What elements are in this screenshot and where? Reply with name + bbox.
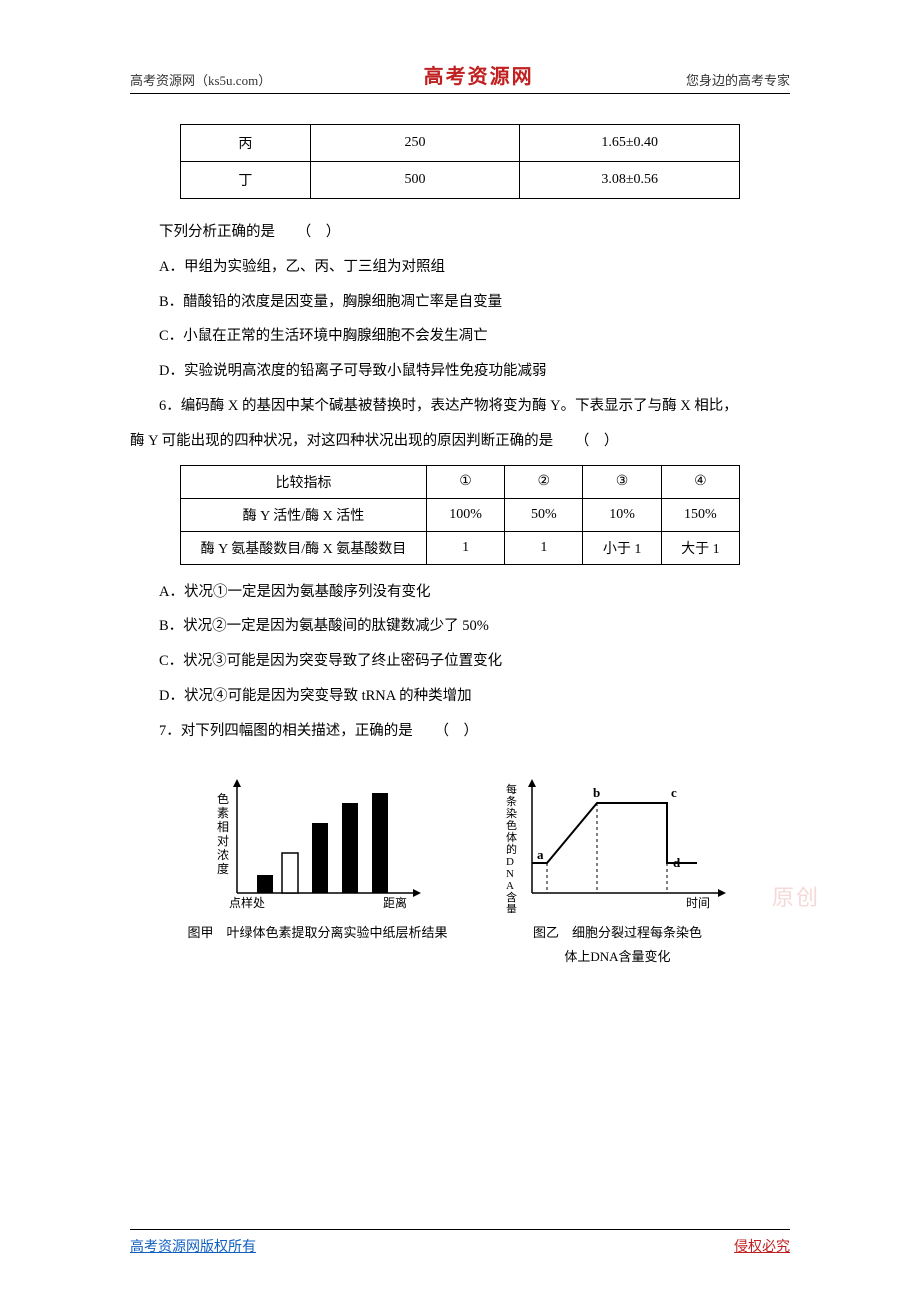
figures-row: 色素相对浓度点样处距离 图甲 叶绿体色素提取分离实验中纸层析结果 abcd每条染… xyxy=(130,773,790,966)
q6-opt-b: B．状况②一定是因为氨基酸间的肽键数减少了 50% xyxy=(130,609,790,644)
svg-text:色: 色 xyxy=(506,818,517,832)
fig2-caption-2: 体上DNA含量变化 xyxy=(502,948,732,966)
footer-left: 高考资源网版权所有 xyxy=(130,1236,256,1256)
svg-text:时间: 时间 xyxy=(686,896,710,910)
body-text-2: A．状况①一定是因为氨基酸序列没有变化 B．状况②一定是因为氨基酸间的肽键数减少… xyxy=(130,575,790,749)
svg-text:素: 素 xyxy=(217,806,229,820)
q6-opt-d: D．状况④可能是因为突变导致 tRNA 的种类增加 xyxy=(130,679,790,714)
svg-text:含: 含 xyxy=(506,890,517,904)
cell: 酶 Y 活性/酶 X 活性 xyxy=(181,498,427,531)
cell: 1 xyxy=(426,531,504,564)
figure-1: 色素相对浓度点样处 距离 图甲 叶绿体色素提取分离实验中纸层析结果 xyxy=(187,773,447,966)
page-header: 高考资源网（ks5u.com） 高考资源网 您身边的高考专家 xyxy=(130,60,790,94)
table-row: 丙 250 1.65±0.40 xyxy=(181,125,740,162)
svg-text:每: 每 xyxy=(506,782,517,796)
cell: 100% xyxy=(426,498,504,531)
svg-text:条: 条 xyxy=(506,794,517,808)
svg-text:点样处: 点样处 xyxy=(229,895,265,910)
bar-chart-icon: 色素相对浓度点样处 距离 xyxy=(207,773,427,913)
q6-stem-1: 6．编码酶 X 的基因中某个碱基被替换时，表达产物将变为酶 Y。下表显示了与酶 … xyxy=(130,389,790,424)
table-q5-partial: 丙 250 1.65±0.40 丁 500 3.08±0.56 xyxy=(180,124,740,199)
svg-text:b: b xyxy=(593,785,600,800)
cell: 3.08±0.56 xyxy=(520,162,740,199)
cell: 150% xyxy=(661,498,739,531)
svg-text:度: 度 xyxy=(217,861,229,876)
svg-text:D: D xyxy=(506,856,514,868)
q5-opt-b: B．醋酸铅的浓度是因变量，胸腺细胞凋亡率是自变量 xyxy=(130,285,790,320)
watermark: 原创 xyxy=(772,880,820,912)
header-right: 您身边的高考专家 xyxy=(686,70,790,89)
svg-text:染: 染 xyxy=(506,806,517,820)
cell: 丁 xyxy=(181,162,311,199)
svg-text:对: 对 xyxy=(217,834,229,848)
header-center: 高考资源网 xyxy=(424,60,534,89)
page-footer: 高考资源网版权所有 侵权必究 xyxy=(130,1229,790,1256)
svg-text:的: 的 xyxy=(506,842,517,856)
svg-text:浓: 浓 xyxy=(217,848,229,862)
cell: 小于 1 xyxy=(583,531,661,564)
q5-opt-a: A．甲组为实验组，乙、丙、丁三组为对照组 xyxy=(130,250,790,285)
table-row: 比较指标 ① ② ③ ④ xyxy=(181,465,740,498)
cell: ② xyxy=(505,465,583,498)
fig2-caption-1: 图乙 细胞分裂过程每条染色 xyxy=(502,924,732,942)
svg-text:a: a xyxy=(537,847,544,862)
cell: 酶 Y 氨基酸数目/酶 X 氨基酸数目 xyxy=(181,531,427,564)
cell: ① xyxy=(426,465,504,498)
cell: 1.65±0.40 xyxy=(520,125,740,162)
body-text: 下列分析正确的是 （ ） A．甲组为实验组，乙、丙、丁三组为对照组 B．醋酸铅的… xyxy=(130,215,790,459)
cell: ③ xyxy=(583,465,661,498)
cell: 50% xyxy=(505,498,583,531)
q6-stem-2: 酶 Y 可能出现的四种状况，对这四种状况出现的原因判断正确的是 （ ） xyxy=(130,424,790,459)
cell: ④ xyxy=(661,465,739,498)
svg-text:色: 色 xyxy=(217,792,229,806)
cell: 大于 1 xyxy=(661,531,739,564)
cell: 10% xyxy=(583,498,661,531)
cell: 丙 xyxy=(181,125,311,162)
header-left: 高考资源网（ks5u.com） xyxy=(130,70,271,89)
line-chart-icon: a b c d 每条染色体的DNA含量 时间 xyxy=(502,773,732,913)
table-row: 丁 500 3.08±0.56 xyxy=(181,162,740,199)
q6-opt-a: A．状况①一定是因为氨基酸序列没有变化 xyxy=(130,575,790,610)
q5-opt-c: C．小鼠在正常的生活环境中胸腺细胞不会发生凋亡 xyxy=(130,319,790,354)
cell: 比较指标 xyxy=(181,465,427,498)
figure-2: a b c d 每条染色体的DNA含量 时间 图乙 细胞分裂过程每条染色 体上DNA含量变… xyxy=(502,773,732,966)
q5-lead: 下列分析正确的是 （ ） xyxy=(130,215,790,250)
cell: 1 xyxy=(505,531,583,564)
cell: 250 xyxy=(310,125,520,162)
footer-right: 侵权必究 xyxy=(734,1236,790,1256)
table-q6: 比较指标 ① ② ③ ④ 酶 Y 活性/酶 X 活性 100% 50% 10% … xyxy=(180,465,740,565)
svg-text:d: d xyxy=(673,855,681,870)
svg-text:距离: 距离 xyxy=(383,895,407,910)
q6-opt-c: C．状况③可能是因为突变导致了终止密码子位置变化 xyxy=(130,644,790,679)
q7-stem: 7．对下列四幅图的相关描述，正确的是 （ ） xyxy=(130,714,790,749)
svg-text:A: A xyxy=(506,880,514,892)
svg-text:相: 相 xyxy=(217,820,229,834)
svg-text:c: c xyxy=(671,785,677,800)
svg-text:体: 体 xyxy=(506,830,517,844)
svg-text:N: N xyxy=(506,868,514,880)
cell: 500 xyxy=(310,162,520,199)
svg-text:量: 量 xyxy=(506,903,517,913)
table-row: 酶 Y 活性/酶 X 活性 100% 50% 10% 150% xyxy=(181,498,740,531)
fig1-caption: 图甲 叶绿体色素提取分离实验中纸层析结果 xyxy=(187,924,447,942)
table-row: 酶 Y 氨基酸数目/酶 X 氨基酸数目 1 1 小于 1 大于 1 xyxy=(181,531,740,564)
q5-opt-d: D．实验说明高浓度的铅离子可导致小鼠特异性免疫功能减弱 xyxy=(130,354,790,389)
